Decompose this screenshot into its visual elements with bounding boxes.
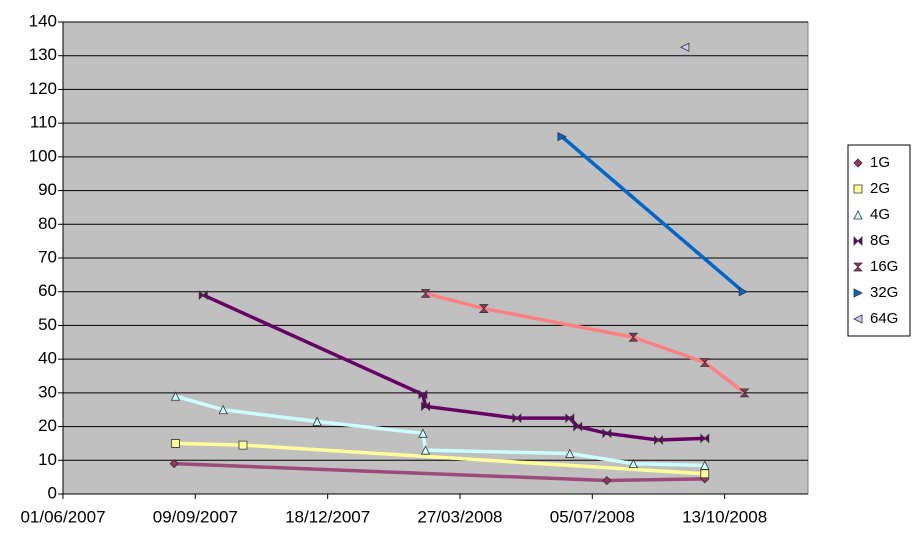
marker xyxy=(602,475,612,486)
x-tick-label: 27/03/2008 xyxy=(417,507,502,526)
marker xyxy=(420,445,431,455)
marker xyxy=(557,131,567,142)
marker xyxy=(853,236,863,246)
legend-label: 16G xyxy=(870,258,898,275)
marker xyxy=(700,433,710,444)
x-tick-label: 13/10/2008 xyxy=(682,507,767,526)
marker xyxy=(238,440,248,450)
marker xyxy=(739,388,750,398)
y-tick-label: 50 xyxy=(38,315,57,334)
x-tick-label: 18/12/2007 xyxy=(285,507,370,526)
marker xyxy=(170,391,181,401)
marker xyxy=(853,158,863,168)
y-tick-label: 10 xyxy=(38,450,57,469)
marker xyxy=(853,184,863,194)
y-tick-label: 30 xyxy=(38,382,57,401)
marker xyxy=(853,210,863,220)
marker xyxy=(680,42,690,52)
x-tick-label: 05/07/2008 xyxy=(550,507,635,526)
y-tick-label: 70 xyxy=(38,247,57,266)
legend-label: 1G xyxy=(870,154,890,171)
marker xyxy=(420,289,431,298)
marker xyxy=(418,428,428,438)
marker xyxy=(421,401,430,412)
y-tick-label: 0 xyxy=(48,483,57,502)
marker xyxy=(573,421,583,432)
y-tick-label: 120 xyxy=(29,79,57,98)
marker xyxy=(312,416,322,426)
marker xyxy=(169,459,179,469)
y-tick-label: 100 xyxy=(29,146,57,165)
y-tick-label: 90 xyxy=(38,180,57,199)
legend-label: 32G xyxy=(870,284,898,301)
marker xyxy=(853,314,863,324)
marker xyxy=(171,439,180,448)
series-line xyxy=(560,135,745,294)
y-tick-label: 40 xyxy=(38,349,57,368)
y-tick-label: 80 xyxy=(38,214,57,233)
marker xyxy=(418,389,428,400)
y-tick-label: 60 xyxy=(38,281,57,300)
marker xyxy=(700,460,710,470)
marker xyxy=(853,262,863,272)
marker xyxy=(700,469,710,479)
legend-label: 8G xyxy=(870,232,890,249)
x-tick-label: 01/06/2007 xyxy=(20,507,105,526)
y-tick-label: 140 xyxy=(29,11,57,30)
y-tick-label: 110 xyxy=(30,113,57,132)
marker xyxy=(218,404,228,415)
x-tick-label: 09/09/2007 xyxy=(153,507,238,526)
marker xyxy=(602,428,612,439)
series-line xyxy=(175,394,705,468)
legend-label: 2G xyxy=(870,180,890,197)
marker xyxy=(565,413,575,424)
legend: 1G 2G 4G 8G 16G 32G 64G xyxy=(853,154,898,327)
marker xyxy=(198,290,208,301)
legend-label: 4G xyxy=(870,206,890,223)
marker xyxy=(512,413,522,424)
marker xyxy=(565,448,575,458)
y-tick-label: 20 xyxy=(38,416,57,435)
marker xyxy=(628,332,639,342)
y-tick-label: 130 xyxy=(29,45,57,64)
marker xyxy=(738,287,749,297)
marker xyxy=(853,288,863,298)
marker xyxy=(699,358,710,367)
legend-label: 64G xyxy=(870,310,898,327)
marker xyxy=(628,458,638,469)
marker xyxy=(654,435,663,446)
marker xyxy=(478,304,489,313)
